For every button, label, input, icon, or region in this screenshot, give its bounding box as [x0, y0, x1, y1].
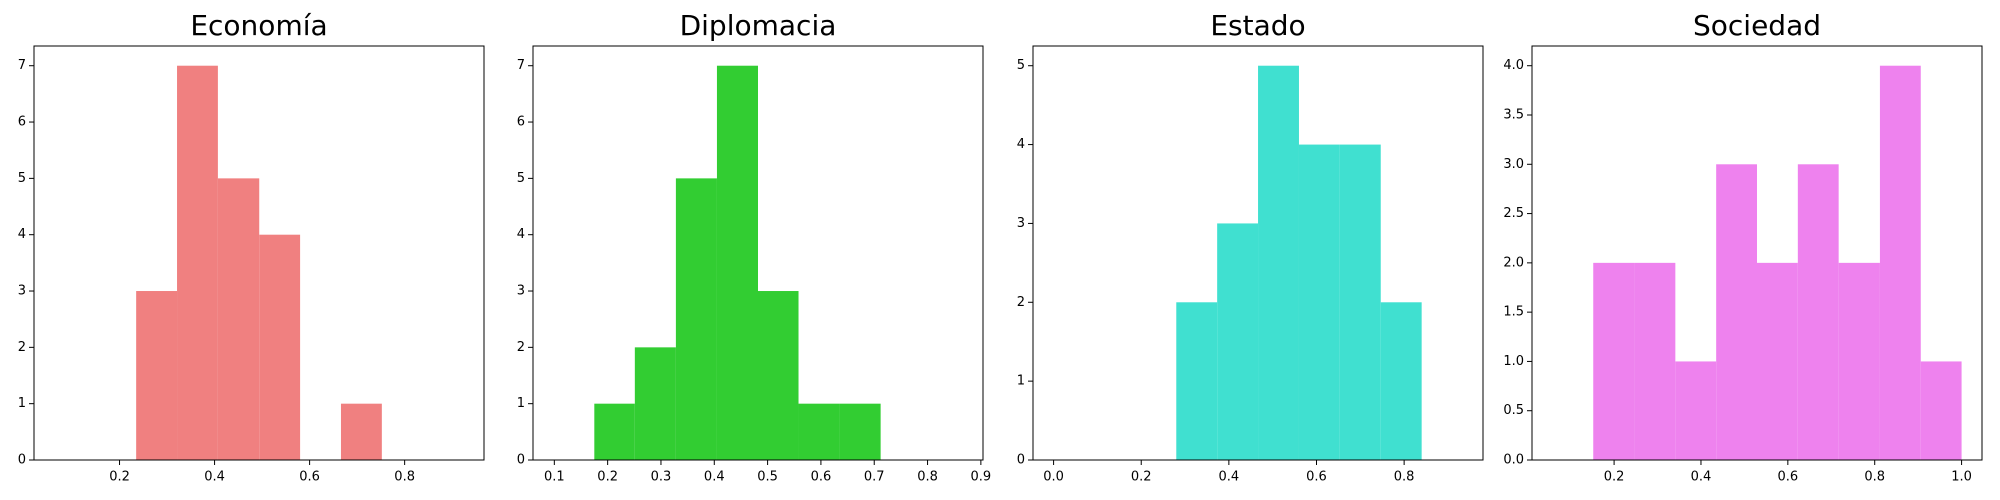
y-tick-label: 2.5	[1503, 206, 1524, 221]
y-tick-label: 1	[18, 396, 26, 411]
y-tick-label: 3	[517, 284, 525, 299]
x-tick-label: 0.2	[109, 470, 130, 485]
y-tick-label: 4	[18, 227, 26, 242]
x-tick-label: 0.8	[1864, 470, 1885, 485]
chart-title: Sociedad	[1693, 9, 1821, 42]
x-tick-label: 0.2	[597, 470, 618, 485]
x-tick-label: 0.4	[704, 470, 725, 485]
bar	[758, 291, 799, 460]
bar	[1879, 65, 1921, 460]
x-tick-label: 0.5	[757, 470, 778, 485]
y-tick-label: 0	[18, 453, 26, 468]
y-tick-label: 0.0	[1503, 453, 1524, 468]
y-tick-label: 4	[1017, 137, 1025, 152]
bar	[1380, 302, 1422, 460]
y-tick-label: 4	[517, 227, 525, 242]
y-tick-label: 1.0	[1503, 354, 1524, 369]
x-tick-label: 0.8	[917, 470, 938, 485]
bar	[217, 178, 260, 460]
axes-frame	[532, 45, 984, 461]
bar	[1675, 361, 1717, 460]
y-tick-label: 5	[1017, 58, 1025, 73]
y-tick-label: 3	[1017, 216, 1025, 231]
bar	[675, 178, 717, 460]
axes-frame	[1531, 45, 1983, 461]
x-tick-label: 0.6	[1306, 470, 1327, 485]
bar	[1176, 302, 1218, 460]
y-tick-label: 2	[1017, 295, 1025, 310]
x-tick-label: 0.8	[1394, 470, 1415, 485]
y-tick-label: 5	[517, 171, 525, 186]
bar	[839, 403, 881, 460]
bar	[634, 347, 676, 460]
bar	[340, 403, 382, 460]
y-tick-label: 7	[18, 58, 26, 73]
y-tick-label: 1	[1017, 374, 1025, 389]
y-tick-label: 2.0	[1503, 255, 1524, 270]
bar	[136, 291, 178, 460]
y-tick-label: 0	[1017, 453, 1025, 468]
x-tick-label: 1.0	[1951, 470, 1972, 485]
bar	[1593, 262, 1635, 460]
x-tick-label: 0.4	[204, 470, 225, 485]
x-tick-label: 0.8	[394, 470, 415, 485]
chart-title: Diplomacia	[680, 9, 837, 42]
y-tick-label: 1.5	[1503, 305, 1524, 320]
subplot: 0.2 0.4 0.6 0.8 1.0 0.0 0.5 1.0 1.5 2.0 2.5 3.0 3.5 4…	[1503, 9, 1983, 485]
x-tick-label: 0.0	[1043, 470, 1064, 485]
x-tick-label: 0.6	[811, 470, 832, 485]
bar	[1757, 262, 1798, 460]
axes-frame	[1032, 45, 1484, 461]
bar	[1716, 164, 1757, 461]
x-tick-label: 0.1	[544, 470, 565, 485]
x-tick-label: 0.7	[864, 470, 885, 485]
bar	[1920, 361, 1962, 460]
y-tick-label: 6	[18, 115, 26, 130]
x-tick-label: 0.4	[1691, 470, 1712, 485]
x-tick-label: 0.9	[971, 470, 992, 485]
bar	[1339, 144, 1381, 461]
x-tick-label: 0.2	[1131, 470, 1152, 485]
x-tick-label: 0.6	[1777, 470, 1798, 485]
bar	[594, 403, 635, 460]
subplot: 0.1 0.2 0.3 0.4 0.5 0.6 0.7 0.8 0.9 0 1 2 3 4 5 6 7 Diplo…	[517, 9, 991, 485]
bar	[798, 403, 840, 460]
bar	[1298, 144, 1340, 461]
bar	[716, 65, 758, 460]
y-tick-label: 1	[517, 396, 525, 411]
bar	[1634, 262, 1676, 460]
y-tick-label: 2	[517, 340, 525, 355]
y-tick-label: 3	[18, 284, 26, 299]
bar	[1838, 262, 1880, 460]
bar	[1258, 65, 1299, 460]
chart-title: Economía	[190, 9, 327, 42]
bar	[1797, 164, 1839, 461]
y-tick-label: 5	[18, 171, 26, 186]
y-tick-label: 2	[18, 340, 26, 355]
x-tick-label: 0.4	[1219, 470, 1240, 485]
subplot: 0.0 0.2 0.4 0.6 0.8 0 1 2 3 4 5 Estado	[1017, 9, 1484, 485]
x-tick-label: 0.6	[299, 470, 320, 485]
y-tick-label: 0	[517, 453, 525, 468]
y-tick-label: 7	[517, 58, 525, 73]
bar	[259, 234, 301, 460]
y-tick-label: 3.0	[1503, 157, 1524, 172]
y-tick-label: 0.5	[1503, 403, 1524, 418]
y-tick-label: 3.5	[1503, 108, 1524, 123]
subplot: 0.2 0.4 0.6 0.8 0 1 2 3 4 5 6 7 Economía	[18, 9, 485, 485]
axes-frame	[33, 45, 485, 461]
bar	[1217, 223, 1259, 460]
chart-title: Estado	[1210, 9, 1305, 42]
x-tick-label: 0.3	[651, 470, 672, 485]
y-tick-label: 4.0	[1503, 58, 1524, 73]
y-tick-label: 6	[517, 115, 525, 130]
bar	[177, 65, 218, 460]
x-tick-label: 0.2	[1604, 470, 1625, 485]
